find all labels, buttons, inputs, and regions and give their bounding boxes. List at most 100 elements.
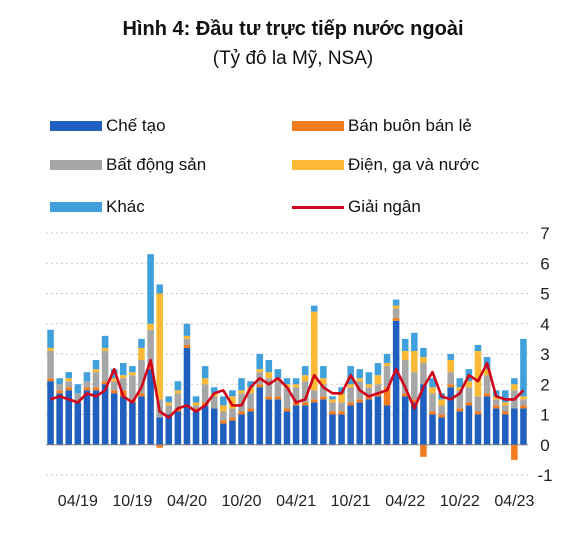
bar-segment-retail [283, 408, 291, 412]
legend-swatch-other [50, 202, 102, 212]
x-tick-label: 04/21 [276, 493, 316, 510]
bar-segment-real_estate [229, 408, 236, 418]
bar-segment-real_estate [474, 396, 482, 412]
bar-segment-manufacturing [47, 381, 54, 445]
bar-segment-real_estate [501, 405, 509, 412]
bar-segment-other [220, 396, 227, 406]
bar-segment-manufacturing [183, 347, 191, 445]
bar-segment-retail [220, 420, 227, 424]
bar-segment-retail [110, 390, 118, 394]
bar-segment-other [429, 378, 436, 388]
bar-segment-other [238, 378, 245, 391]
bar-segment-real_estate [138, 360, 145, 394]
bar-segment-real_estate [74, 393, 82, 403]
legend-swatch-disbursement [292, 205, 344, 209]
bar-segment-energy [220, 405, 227, 412]
legend-swatch-retail [292, 121, 344, 131]
bar-segment-retail [238, 411, 245, 415]
bar-segment-manufacturing [120, 396, 127, 445]
bar-segment-retail [101, 381, 109, 385]
bar-segment-other [265, 360, 273, 373]
bar-segment-real_estate [274, 381, 282, 397]
x-tick-label: 10/20 [222, 493, 262, 510]
bar-segment-manufacturing [420, 384, 427, 445]
bar-segment-real_estate [483, 375, 491, 394]
bar-segment-energy [465, 381, 473, 388]
bar-segment-manufacturing [283, 411, 291, 445]
bar-segment-real_estate [420, 363, 427, 385]
bar-segment-retail [356, 399, 364, 403]
bar-segment-other [120, 363, 127, 376]
bar-segment-manufacturing [320, 399, 327, 445]
bar-segment-manufacturing [65, 390, 73, 445]
bar-segment-other [501, 390, 509, 403]
bar-segment-energy [147, 323, 154, 330]
bar-segment-other [283, 378, 291, 385]
bar-segment-energy [301, 375, 309, 382]
bar-segment-retail [501, 411, 509, 415]
bar-segment-retail [247, 408, 254, 412]
bar-segment-real_estate [383, 366, 391, 388]
bar-segment-other [320, 366, 327, 379]
bar-segment-real_estate [110, 381, 118, 391]
bar-segment-other [47, 329, 54, 348]
bar-segment-real_estate [438, 405, 445, 415]
bar-segment-other [56, 378, 63, 385]
x-tick-label: 10/19 [112, 493, 152, 510]
bar-segment-real_estate [129, 375, 136, 400]
bar-segment-manufacturing [92, 390, 100, 445]
legend-label-other: Khác [106, 197, 145, 216]
bar-segment-other [520, 338, 527, 397]
bar-segment-manufacturing [392, 320, 400, 445]
bar-segment-energy [520, 396, 527, 400]
bar-segment-retail [447, 384, 454, 388]
bar-segment-energy [138, 347, 145, 361]
legend-item-disbursement: Giải ngân [292, 197, 421, 217]
bar-segment-manufacturing [165, 414, 173, 445]
bar-segment-real_estate [392, 308, 400, 318]
bar-segment-manufacturing [101, 384, 109, 445]
bar-segment-real_estate [492, 399, 500, 406]
bar-segment-other [392, 299, 400, 306]
bar-segment-retail [383, 387, 391, 406]
bar-segment-manufacturing [192, 411, 200, 445]
bar-segment-real_estate [338, 402, 345, 412]
bar-segment-retail [156, 444, 163, 448]
y-tick-label: -1 [537, 466, 552, 485]
bar-segment-manufacturing [147, 369, 154, 445]
bar-segment-manufacturing [429, 414, 436, 445]
bar-segment-retail [56, 390, 63, 394]
disbursement-line [50, 358, 525, 419]
bar-segment-retail [138, 393, 145, 397]
bar-segment-other [474, 344, 482, 351]
bar-segment-real_estate [65, 381, 73, 388]
bar-segment-manufacturing [311, 402, 318, 445]
bar-segment-manufacturing [374, 396, 382, 445]
bar-segment-manufacturing [483, 396, 491, 445]
bar-segment-real_estate [183, 338, 191, 345]
bar-segment-manufacturing [256, 387, 263, 445]
bar-segment-real_estate [374, 384, 382, 394]
bar-segment-energy [156, 293, 163, 400]
bar-segment-real_estate [92, 372, 100, 388]
bar-segment-retail [429, 411, 436, 415]
bar-segment-real_estate [320, 384, 327, 397]
bar-segment-energy [429, 387, 436, 394]
y-tick-label: 6 [540, 254, 549, 273]
bar-segment-retail [483, 393, 491, 397]
bar-segment-retail [183, 344, 191, 348]
bar-segment-retail [374, 393, 382, 397]
bar-segment-energy [401, 350, 409, 361]
bar-segment-energy [292, 384, 300, 388]
bar-segment-energy [329, 399, 336, 403]
bar-segment-energy [47, 347, 54, 351]
bar-segment-other [192, 396, 200, 403]
bar-segment-manufacturing [229, 420, 236, 445]
bar-segment-real_estate [247, 393, 254, 409]
bar-segment-retail [520, 405, 527, 409]
bar-segment-other [174, 381, 182, 391]
chart-title: Hình 4: Đầu tư trực tiếp nước ngoài [122, 18, 464, 40]
bar-segment-manufacturing [501, 414, 509, 445]
bar-segment-other [210, 387, 218, 394]
